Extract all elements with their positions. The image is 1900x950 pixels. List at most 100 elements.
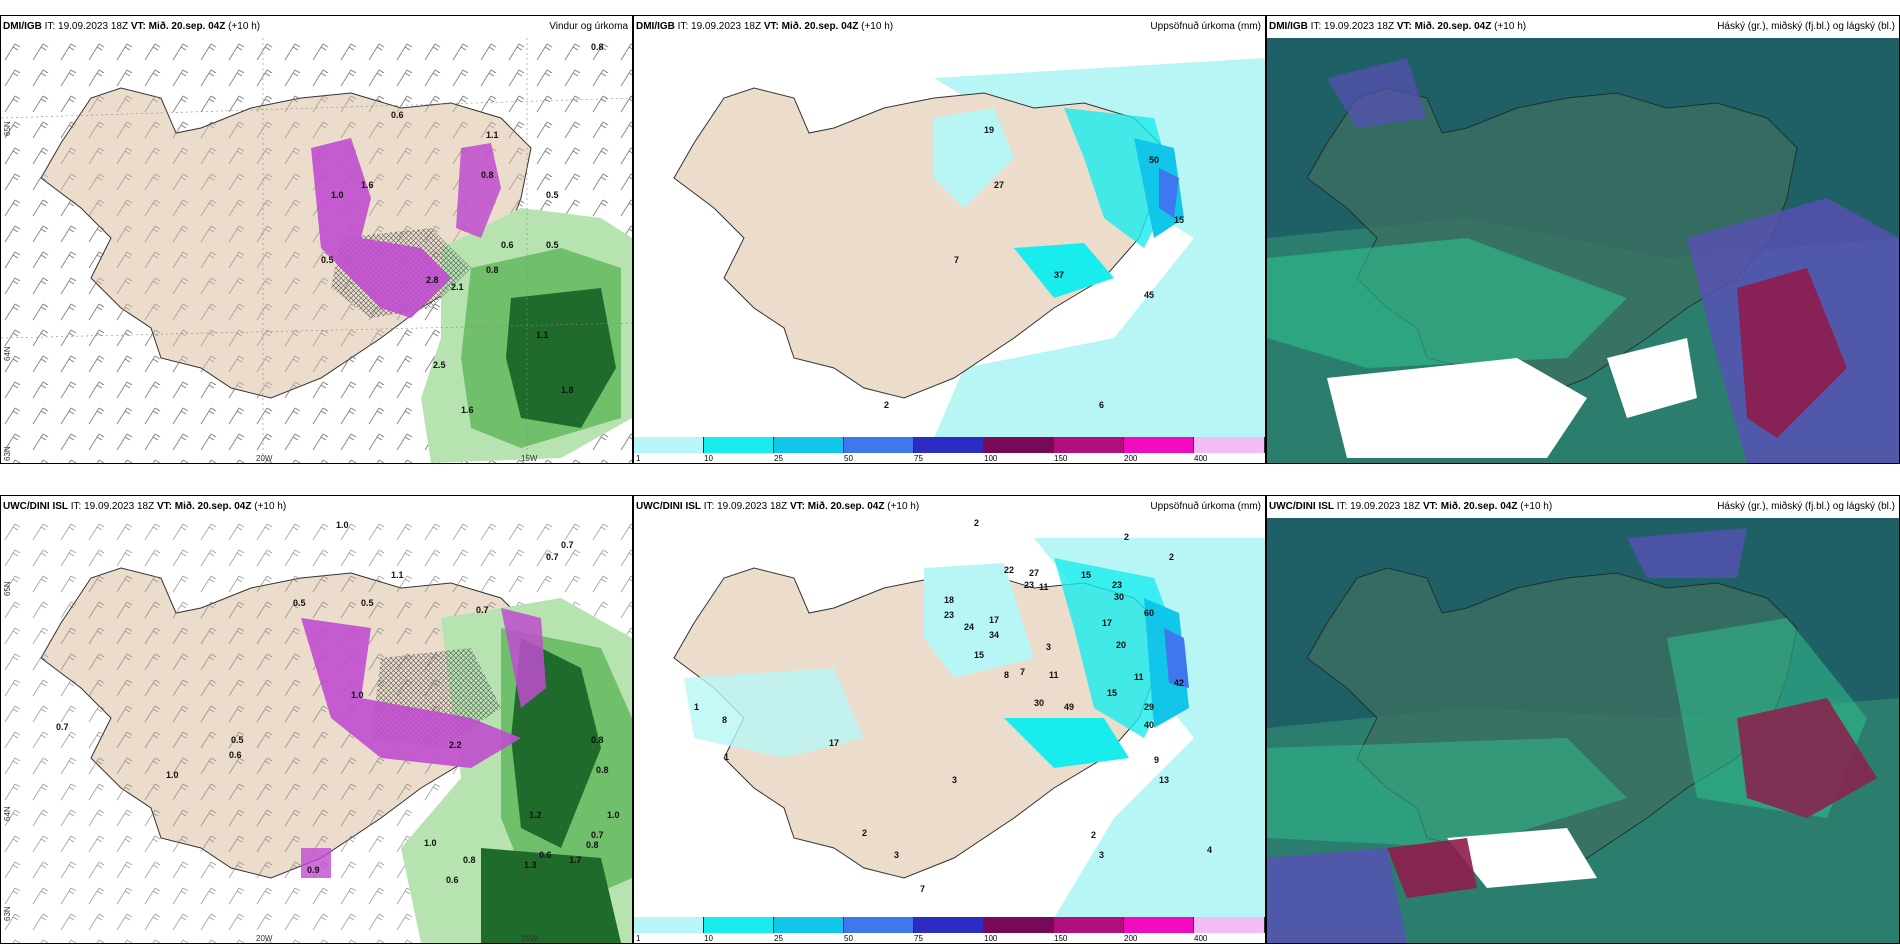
lon-label-20: 20W [256, 934, 273, 943]
panel-dmi-accum-precip: DMI/IGB IT: 19.09.2023 18Z VT: Mið. 20.s… [633, 15, 1266, 464]
cloud-low-green [1267, 238, 1627, 368]
colorbar-swatch [914, 437, 984, 453]
value-label: 1.0 [607, 810, 620, 820]
init-time: IT: 19.09.2023 18Z [70, 501, 155, 512]
colorbar-tick: 150 [1054, 934, 1068, 943]
value-label: 60 [1144, 608, 1154, 618]
value-label: 29 [1144, 702, 1154, 712]
precip-1mm [934, 58, 1265, 438]
valid-time: Mið. 20.sep. 04Z [174, 501, 252, 512]
lead-time: (+10 h) [254, 501, 287, 512]
value-label: 2 [884, 400, 889, 410]
value-label: 23 [1112, 580, 1122, 590]
colorbar-swatch [1194, 917, 1265, 933]
value-label: 23 [944, 610, 954, 620]
value-label: 18 [944, 595, 954, 605]
value-label: 1.0 [331, 190, 344, 200]
accum-precip-map: 19 27 50 7 37 45 6 2 15 [634, 38, 1265, 438]
cloud-low-green [1267, 738, 1627, 848]
panel-header: DMI/IGB IT: 19.09.2023 18Z VT: Mið. 20.s… [634, 16, 1265, 38]
value-label: 1.1 [536, 330, 549, 340]
lat-label-65: 65N [3, 121, 12, 136]
value-label: 2 [862, 828, 867, 838]
colorbar-swatch [1124, 437, 1194, 453]
value-label: 1.1 [391, 570, 404, 580]
model-source: DMI/IGB [636, 21, 675, 32]
precip-10mm [924, 563, 1034, 678]
value-label: 3 [952, 775, 957, 785]
precip-10mm-south [1014, 243, 1114, 298]
valid-time: Mið. 20.sep. 04Z [781, 21, 859, 32]
colorbar-tick: 75 [914, 454, 923, 463]
value-label: 1.7 [569, 855, 582, 865]
value-label: 49 [1064, 702, 1074, 712]
precip-1mm-west [684, 668, 864, 758]
cloud-mid-purple [1267, 848, 1407, 943]
value-label: 0.5 [293, 598, 306, 608]
value-label: 8 [1004, 670, 1009, 680]
lat-label-64: 64N [3, 346, 12, 361]
value-label: 22 [1004, 565, 1014, 575]
precip-dark-green [506, 288, 616, 428]
panel-header: DMI/IGB IT: 19.09.2023 18Z VT: Mið. 20.s… [1267, 16, 1899, 38]
lead-time: (+10 h) [1494, 21, 1527, 32]
value-label: 0.6 [229, 750, 242, 760]
colorbar-swatch [634, 437, 704, 453]
colorbar-tick: 25 [774, 454, 783, 463]
colorbar-swatch [634, 917, 704, 933]
precip-50mm [1164, 628, 1189, 688]
value-label: 23 [1024, 580, 1034, 590]
precip-magenta-east [456, 143, 501, 238]
precip-50mm [1159, 168, 1179, 218]
value-label: 1.0 [166, 770, 179, 780]
valid-time-label: VT: [1422, 501, 1438, 512]
lat-label-63: 63N [3, 446, 12, 461]
value-label: 4 [1207, 845, 1212, 855]
colorbar-swatch [1054, 437, 1124, 453]
precip-magenta [311, 138, 451, 318]
value-label: 1.2 [529, 810, 542, 820]
value-label: 1 [724, 752, 729, 762]
lat-label-64: 64N [3, 806, 12, 821]
value-label: 0.5 [321, 255, 334, 265]
wind-precip-map: 0.8 0.6 1.1 0.8 1.0 1.6 0.5 0.6 0.5 2.8 … [1, 38, 632, 463]
value-label: 13 [1159, 775, 1169, 785]
precip-10mm [934, 108, 1014, 208]
value-label: 2.8 [426, 275, 439, 285]
value-label: 2 [1169, 552, 1174, 562]
lead-time: (+10 h) [861, 21, 894, 32]
cloud-cover-map [1267, 518, 1899, 943]
init-time: IT: 19.09.2023 18Z [1310, 21, 1395, 32]
colorbar-swatch [704, 437, 774, 453]
value-label: 17 [829, 738, 839, 748]
colorbar-swatch [984, 437, 1054, 453]
value-label: 17 [1102, 618, 1112, 628]
valid-time-label: VT: [1396, 21, 1412, 32]
value-label: 19 [984, 125, 994, 135]
iceland-landmass [673, 87, 1165, 399]
clear-sky-east [1607, 338, 1697, 418]
accum-precip-map: 2 2 22 27 23 11 18 23 17 15 23 30 17 60 … [634, 518, 1265, 918]
clear-sky [1447, 828, 1597, 888]
panel-title: Háský (gr.), miðský (fj.bl.) og lágský (… [1717, 21, 1895, 32]
precip-1mm [1034, 538, 1265, 918]
cloud-purple-nw [1327, 58, 1427, 128]
valid-time: Mið. 20.sep. 04Z [1440, 501, 1518, 512]
colorbar-swatch [774, 917, 844, 933]
value-label: 15 [1107, 688, 1117, 698]
colorbar-tick: 400 [1194, 934, 1208, 943]
value-label: 0.8 [486, 265, 499, 275]
model-source: UWC/DINI ISL [3, 501, 68, 512]
value-label: 40 [1144, 720, 1154, 730]
cloud-cover-map [1267, 38, 1899, 463]
value-label: 37 [1054, 270, 1064, 280]
value-label: 50 [1149, 155, 1159, 165]
model-source: UWC/DINI ISL [636, 501, 701, 512]
value-label: 7 [920, 884, 925, 894]
value-label: 0.8 [586, 840, 599, 850]
value-label: 2.1 [451, 282, 464, 292]
value-label: 3 [894, 850, 899, 860]
valid-time-label: VT: [763, 21, 779, 32]
colorbar-tick: 100 [984, 454, 998, 463]
value-label: 0.6 [391, 110, 404, 120]
